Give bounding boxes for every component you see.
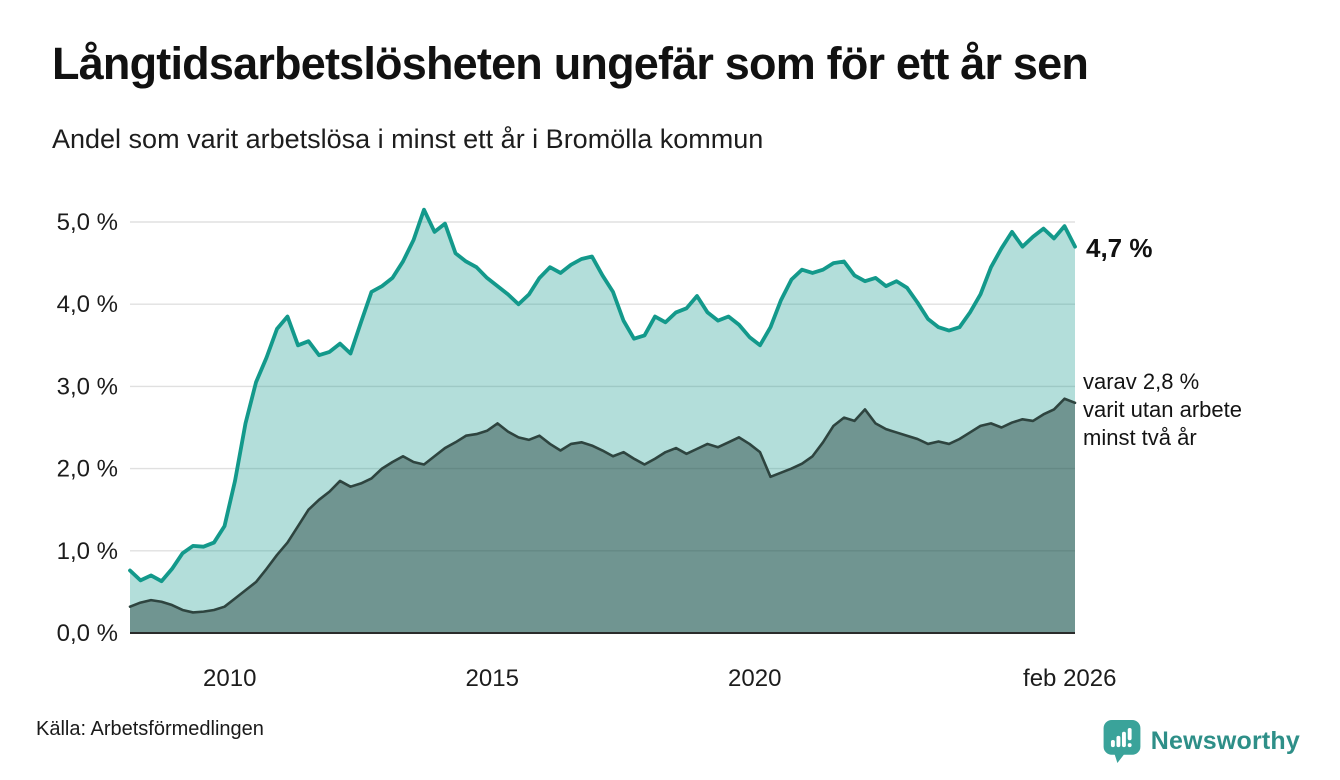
chart-title: Långtidsarbetslösheten ungefär som för e… (52, 38, 1089, 89)
newsworthy-wordmark: Newsworthy (1150, 727, 1300, 755)
area-fill-0 (130, 209, 1075, 634)
x-tick-label: 2010 (203, 665, 256, 692)
x-tick-label: 2020 (728, 665, 781, 692)
source-attribution: Källa: Arbetsförmedlingen (36, 718, 264, 740)
y-axis-labels: 0,0 % 1,0 % 2,0 % 3,0 % 4,0 % 5,0 % (57, 209, 118, 647)
y-tick-label: 4,0 % (57, 291, 118, 318)
series-line-1 (128, 397, 1077, 614)
x-axis-labels: 2010 2015 2020 feb 2026 (203, 665, 1116, 692)
series-line-0 (128, 207, 1077, 584)
chart-subtitle: Andel som varit arbetslösa i minst ett å… (52, 124, 764, 154)
newsworthy-bubble-chart-icon (1103, 720, 1141, 763)
y-tick-label: 3,0 % (57, 373, 118, 400)
end-value-label-two-years: varav 2,8 % varit utan arbete minst två … (1083, 368, 1242, 452)
annotation-line-3: minst två år (1083, 425, 1197, 450)
annotation-line-1: varav 2,8 % (1083, 369, 1200, 394)
x-tick-label: 2015 (466, 665, 519, 692)
end-value-label-one-year: 4,7 % (1086, 233, 1153, 263)
annotation-line-2: varit utan arbete (1083, 397, 1242, 422)
y-tick-label: 1,0 % (57, 538, 118, 565)
area-fill-1 (130, 398, 1075, 633)
y-tick-label: 0,0 % (57, 620, 118, 647)
y-tick-label: 5,0 % (57, 209, 118, 236)
y-tick-label: 2,0 % (57, 456, 118, 483)
newsworthy-logo: Newsworthy (1102, 719, 1300, 764)
x-tick-label: feb 2026 (1023, 665, 1116, 692)
